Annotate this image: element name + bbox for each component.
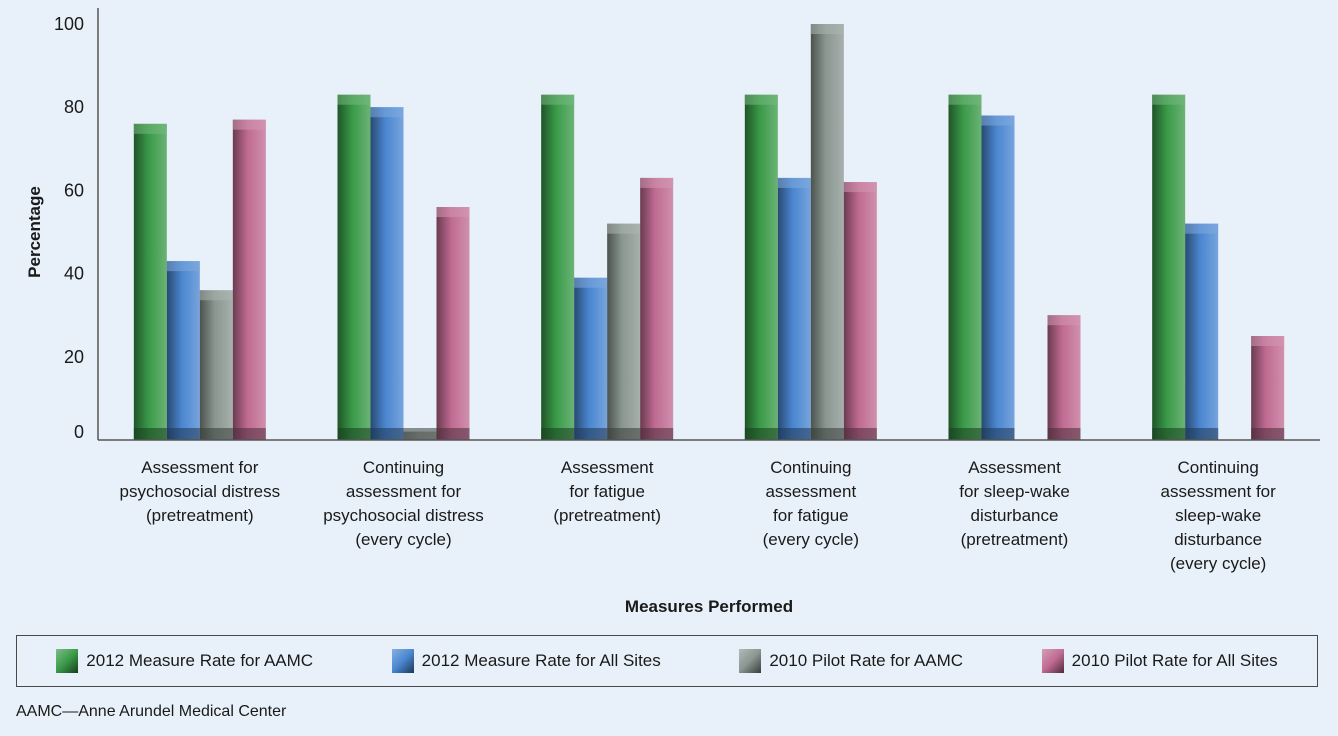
bar	[541, 94, 575, 440]
bar-base-shadow	[403, 428, 437, 440]
bar-base-shadow	[166, 428, 200, 440]
category-label: Assessment for fatigue (pretreatment)	[553, 458, 661, 525]
legend-item: 2012 Measure Rate for AAMC	[56, 649, 313, 673]
bar-base-shadow	[1152, 428, 1186, 440]
bar	[810, 24, 844, 440]
category-label: Continuing assessment for sleep-wake distur…	[1161, 458, 1277, 573]
legend-item: 2010 Pilot Rate for AAMC	[739, 649, 963, 673]
category-label: Assessment for sleep-wake disturbance (pret…	[959, 458, 1070, 549]
bar-top-highlight	[436, 207, 470, 218]
bar	[199, 290, 233, 440]
bar	[1185, 223, 1219, 440]
bar-top-highlight	[777, 177, 811, 188]
bar-top-highlight	[607, 223, 641, 234]
bar	[640, 177, 674, 441]
bar	[133, 123, 167, 440]
bar-top-highlight	[981, 115, 1015, 126]
bar-base-shadow	[574, 428, 608, 440]
bar	[843, 182, 877, 440]
bar-top-highlight	[232, 119, 266, 130]
legend-label: 2010 Pilot Rate for AAMC	[769, 651, 964, 670]
bar	[574, 277, 608, 440]
bar-base-shadow	[337, 428, 371, 440]
bar	[1152, 94, 1186, 440]
legend-label: 2012 Measure Rate for All Sites	[421, 651, 661, 670]
y-tick-label: 0	[74, 422, 84, 442]
bar-top-highlight	[574, 277, 608, 288]
bar-base-shadow	[777, 428, 811, 440]
bar	[948, 94, 982, 440]
y-tick-label: 20	[64, 347, 84, 367]
bar	[777, 177, 811, 441]
bar-base-shadow	[843, 428, 877, 440]
y-tick-label: 60	[64, 180, 84, 200]
bar-top-highlight	[541, 94, 575, 105]
legend-label: 2010 Pilot Rate for All Sites	[1071, 651, 1278, 670]
bar-base-shadow	[981, 428, 1015, 440]
legend: 2012 Measure Rate for AAMC 2012 Measure R…	[16, 635, 1318, 687]
bar-base-shadow	[948, 428, 982, 440]
bar-top-highlight	[1152, 94, 1186, 105]
bar-top-highlight	[948, 94, 982, 105]
bar-base-shadow	[436, 428, 470, 440]
bar-top-highlight	[1251, 336, 1285, 346]
bar	[370, 107, 404, 440]
chart-plot: 0 20 40 60 80 100 Percentage Assessment for psyc…	[25, 8, 1320, 616]
bar-base-shadow	[810, 428, 844, 440]
bar-base-shadow	[607, 428, 641, 440]
y-axis-title: Percentage	[25, 186, 44, 278]
bar	[607, 223, 641, 440]
bar-top-highlight	[1185, 223, 1219, 234]
category-label: Continuing assessment for fatigue (every cy…	[763, 458, 859, 549]
bar	[337, 94, 371, 440]
bar-top-highlight	[199, 290, 233, 301]
legend-item: 2012 Measure Rate for All Sites	[391, 649, 661, 673]
bar-base-shadow	[1251, 428, 1285, 440]
axes-group	[97, 8, 1320, 441]
category-label: Continuing assessment for psychosocial dis…	[323, 458, 484, 549]
bar	[436, 207, 470, 440]
bar-top-highlight	[843, 182, 877, 193]
bar-base-shadow	[370, 428, 404, 440]
bar	[1047, 315, 1081, 440]
bar-base-shadow	[541, 428, 575, 440]
labels-group: 0 20 40 60 80 100 Percentage Assessment for psyc…	[25, 14, 1276, 616]
bar	[1251, 336, 1285, 440]
bar-base-shadow	[199, 428, 233, 440]
legend-swatch	[1041, 649, 1064, 673]
bar-base-shadow	[133, 428, 167, 440]
legend-swatch	[56, 649, 79, 673]
bar	[981, 115, 1015, 441]
legend-item: 2010 Pilot Rate for All Sites	[1041, 649, 1278, 673]
bar-base-shadow	[744, 428, 778, 440]
bar	[232, 119, 266, 441]
bar-top-highlight	[337, 94, 371, 105]
bar-top-highlight	[640, 177, 674, 188]
bar-top-highlight	[133, 123, 167, 134]
y-tick-label: 80	[64, 97, 84, 117]
bar	[744, 94, 778, 440]
bar-top-highlight	[370, 107, 404, 118]
category-label: Assessment for psychosocial distress (pret…	[120, 458, 281, 525]
bar-base-shadow	[1185, 428, 1219, 440]
y-tick-label: 100	[54, 14, 84, 34]
legend-label: 2012 Measure Rate for AAMC	[86, 651, 314, 670]
footnote: AAMC—Anne Arundel Medical Center	[16, 703, 287, 720]
bar-top-highlight	[1047, 315, 1081, 326]
bar-top-highlight	[810, 24, 844, 34]
bars-group	[133, 24, 1285, 441]
x-axis-title: Measures Performed	[625, 597, 793, 616]
bar-top-highlight	[744, 94, 778, 105]
legend-swatch	[739, 649, 762, 673]
y-tick-label: 40	[64, 264, 84, 284]
legend-swatch	[391, 649, 414, 673]
bar	[166, 261, 200, 440]
bar-base-shadow	[232, 428, 266, 440]
bar-base-shadow	[640, 428, 674, 440]
bar-top-highlight	[166, 261, 200, 272]
bar-base-shadow	[1047, 428, 1081, 440]
